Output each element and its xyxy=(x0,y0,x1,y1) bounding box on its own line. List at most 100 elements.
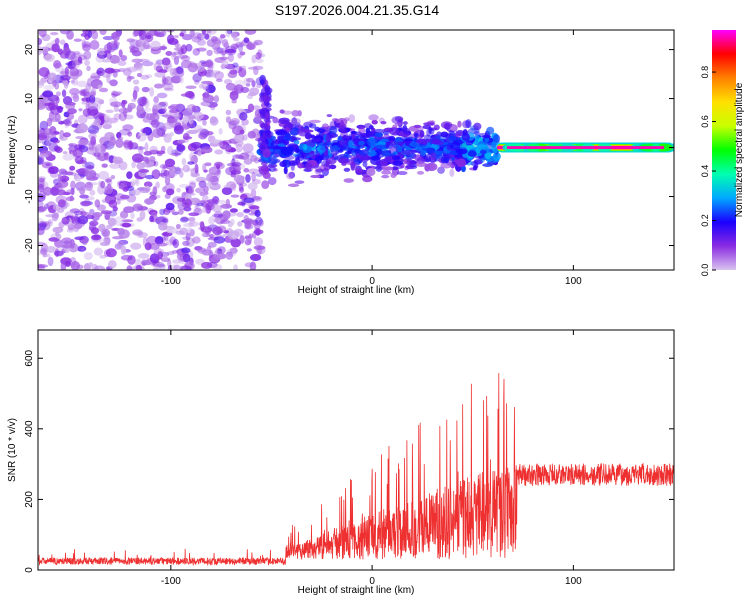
heatmap-cell xyxy=(61,216,70,225)
heatmap-cell xyxy=(199,221,204,227)
heatmap-cell xyxy=(153,62,162,72)
heatmap-cell xyxy=(120,254,133,261)
heatmap-cell xyxy=(492,146,498,154)
heatmap-cell xyxy=(315,155,323,164)
heatmap-cell xyxy=(186,60,197,70)
heatmap-cell xyxy=(225,82,236,91)
heatmap-cell xyxy=(229,183,237,192)
heatmap-cell xyxy=(57,48,64,55)
heatmap-cell xyxy=(230,172,236,178)
heatmap-cell xyxy=(206,49,213,57)
heatmap-cell xyxy=(472,165,478,171)
heatmap-cell xyxy=(155,181,160,189)
heatmap-cell xyxy=(357,140,365,146)
heatmap-cell xyxy=(310,174,321,179)
heatmap-cell xyxy=(84,161,95,170)
heatmap-cell xyxy=(174,150,179,158)
heatmap-cell xyxy=(457,120,462,128)
heatmap-cell xyxy=(246,248,252,252)
heatmap-cell xyxy=(257,136,266,146)
heatmap-cell xyxy=(201,261,213,269)
heatmap-cell xyxy=(486,126,495,135)
heatmap-cell xyxy=(229,208,238,213)
heatmap-cell xyxy=(338,157,349,164)
heatmap-cell xyxy=(152,104,163,110)
heatmap-cell xyxy=(145,174,155,180)
x-tick-label: 100 xyxy=(565,576,582,587)
heatmap-cell xyxy=(493,134,500,144)
heatmap-cell xyxy=(182,164,190,173)
heatmap-cell xyxy=(72,53,85,57)
heatmap-cell xyxy=(257,165,266,169)
heatmap-cell xyxy=(38,45,43,56)
heatmap-cell xyxy=(104,184,114,195)
heatmap-cell xyxy=(162,186,168,193)
heatmap-cell xyxy=(80,32,89,37)
heatmap-cell xyxy=(85,165,94,169)
heatmap-cell xyxy=(177,250,183,261)
heatmap-cell xyxy=(180,55,191,62)
colorbar-tick-label: 0.0 xyxy=(700,264,710,277)
heatmap-cell xyxy=(171,211,180,216)
heatmap-cell xyxy=(73,38,82,42)
heatmap-cell xyxy=(46,246,57,253)
heatmap-cell xyxy=(373,135,385,140)
heatmap-cell xyxy=(150,40,161,50)
heatmap-cell xyxy=(229,90,239,101)
spectrogram-heatmap xyxy=(38,30,674,270)
heatmap-cell xyxy=(259,79,265,86)
heatmap-cell xyxy=(188,180,197,185)
heatmap-cell xyxy=(250,188,257,199)
heatmap-cell xyxy=(39,120,49,131)
heatmap-cell xyxy=(255,58,264,64)
heatmap-cell xyxy=(241,65,247,71)
heatmap-cell xyxy=(163,133,172,143)
heatmap-cell xyxy=(109,163,121,169)
heatmap-cell xyxy=(251,171,256,182)
heatmap-cell xyxy=(77,139,90,146)
heatmap-cell xyxy=(90,227,100,235)
colorbar-ticks: 0.0 0.2 0.4 0.6 0.8 xyxy=(700,66,716,276)
heatmap-cell xyxy=(88,142,95,151)
heatmap-cell xyxy=(416,170,425,175)
heatmap-cell xyxy=(85,170,93,181)
heatmap-cell xyxy=(461,133,470,141)
heatmap-cell xyxy=(174,166,181,175)
heatmap-cell xyxy=(244,239,252,246)
heatmap-cell xyxy=(111,236,124,240)
heatmap-cell xyxy=(223,184,236,189)
heatmap-cell xyxy=(52,212,60,219)
heatmap-cell xyxy=(56,91,61,97)
heatmap-cell xyxy=(113,113,122,120)
heatmap-cell xyxy=(225,109,232,116)
heatmap-cell xyxy=(154,236,164,245)
heatmap-cell xyxy=(57,199,66,208)
heatmap-cell xyxy=(197,65,205,72)
heatmap-cell xyxy=(249,205,260,210)
heatmap-cell xyxy=(70,92,79,99)
heatmap-cell xyxy=(162,107,167,113)
heatmap-cell xyxy=(75,136,85,140)
heatmap-cell xyxy=(77,215,89,225)
y-tick-label: -10 xyxy=(24,189,35,204)
heatmap-cell xyxy=(476,144,488,148)
heatmap-cell xyxy=(224,41,230,50)
heatmap-cell xyxy=(239,235,245,244)
heatmap-cell xyxy=(248,168,260,175)
heatmap-cell xyxy=(123,141,131,150)
heatmap-cell xyxy=(325,134,331,143)
heatmap-cell xyxy=(204,87,210,96)
heatmap-cell xyxy=(38,37,43,46)
heatmap-cell xyxy=(197,148,210,153)
heatmap-cell xyxy=(43,139,52,147)
heatmap-cell xyxy=(267,139,276,145)
snr-xlabel: Height of straight line (km) xyxy=(298,585,415,596)
heatmap-cell xyxy=(95,54,105,63)
heatmap-cell xyxy=(289,117,301,125)
heatmap-cell xyxy=(230,118,240,125)
heatmap-cell xyxy=(164,158,176,168)
heatmap-cell xyxy=(258,145,266,150)
heatmap-cell xyxy=(182,115,189,124)
heatmap-cell xyxy=(225,251,234,260)
heatmap-cell xyxy=(402,127,411,135)
